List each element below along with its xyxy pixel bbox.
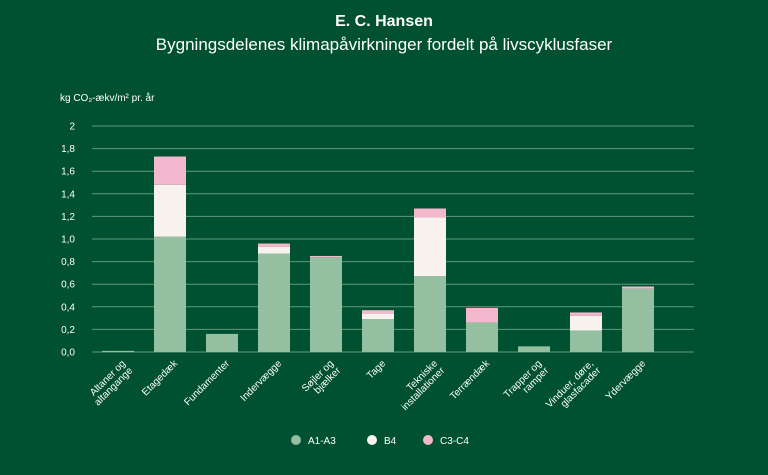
bar-segment-b4 bbox=[258, 246, 290, 254]
x-tick-label-line: Fundamenter bbox=[182, 358, 232, 408]
legend-label: A1-A3 bbox=[308, 436, 336, 447]
bar-segment-c3-c4 bbox=[362, 310, 394, 314]
bar-segment-a1-a3 bbox=[310, 257, 342, 352]
bar-segment-b4 bbox=[414, 217, 446, 277]
bar-segment-a1-a3 bbox=[206, 333, 238, 352]
y-tick-label: 1,8 bbox=[61, 144, 75, 155]
bar-segment-a1-a3 bbox=[154, 236, 186, 352]
x-tick-label-line: Tage bbox=[365, 358, 388, 381]
x-tick-label: Søjler ogbjælker bbox=[300, 358, 344, 402]
bar-segment-a1-a3 bbox=[466, 322, 498, 352]
x-tick-label-line: Ydervægge bbox=[604, 358, 649, 403]
x-tick-label: Ydervægge bbox=[604, 358, 649, 403]
y-tick-label: 1,0 bbox=[61, 235, 75, 246]
y-tick-label: 0,8 bbox=[61, 257, 75, 268]
y-tick-label: 0,6 bbox=[61, 280, 75, 291]
legend-label: C3-C4 bbox=[440, 436, 469, 447]
x-tick-label-line: Indervægge bbox=[239, 358, 285, 404]
x-tick-label: Altaner ogaltangange bbox=[85, 358, 135, 408]
bar-segment-c3-c4 bbox=[258, 243, 290, 247]
x-tick-label: Tekniskeinstallationer bbox=[393, 358, 448, 413]
x-tick-label: Vinduer, døre,glasfacader bbox=[544, 358, 604, 418]
legend-label: B4 bbox=[384, 436, 397, 447]
chart-subtitle: Bygningsdelenes klimapåvirkninger fordel… bbox=[156, 35, 613, 54]
x-tick-label: Terrændæk bbox=[448, 358, 493, 403]
y-tick-label: 0,2 bbox=[61, 325, 75, 336]
x-tick-label: Indervægge bbox=[239, 358, 285, 404]
x-tick-label: Etagedæk bbox=[140, 358, 181, 399]
bar-segment-b4 bbox=[362, 313, 394, 320]
bar-segment-c3-c4 bbox=[414, 208, 446, 218]
bar-segment-a1-a3 bbox=[102, 350, 134, 352]
bar-segment-a1-a3 bbox=[414, 276, 446, 352]
bar-segment-c3-c4 bbox=[310, 255, 342, 258]
bar-segment-a1-a3 bbox=[258, 253, 290, 352]
y-tick-label: 1,6 bbox=[61, 167, 75, 178]
bar-segment-b4 bbox=[570, 315, 602, 331]
legend-swatch bbox=[367, 435, 377, 445]
y-tick-label: 1,4 bbox=[61, 189, 75, 200]
bar-segment-a1-a3 bbox=[518, 346, 550, 352]
x-tick-label: Tage bbox=[365, 358, 388, 381]
bar-segment-a1-a3 bbox=[622, 288, 654, 352]
bar-segment-a1-a3 bbox=[362, 319, 394, 352]
y-tick-label: 2 bbox=[69, 122, 75, 133]
bar-segment-c3-c4 bbox=[570, 312, 602, 316]
bar-segment-b4 bbox=[154, 184, 186, 237]
bar-segment-c3-c4 bbox=[466, 307, 498, 323]
y-tick-label: 0,4 bbox=[61, 302, 75, 313]
x-tick-label: Trapper ogramper bbox=[502, 358, 552, 408]
chart-title: E. C. Hansen bbox=[335, 13, 433, 30]
x-tick-label-line: Terrændæk bbox=[448, 358, 493, 403]
y-axis-label: kg CO₂-ækv/m² pr. år bbox=[60, 92, 155, 104]
bar-segment-a1-a3 bbox=[570, 330, 602, 352]
legend-swatch bbox=[423, 435, 433, 445]
x-tick-label: Fundamenter bbox=[182, 358, 232, 408]
bar-segment-c3-c4 bbox=[154, 156, 186, 185]
y-tick-label: 0,0 bbox=[61, 348, 75, 359]
y-tick-label: 1,2 bbox=[61, 212, 75, 223]
x-tick-label-line: Etagedæk bbox=[140, 358, 181, 399]
bar-segment-c3-c4 bbox=[622, 286, 654, 289]
legend-swatch bbox=[291, 435, 301, 445]
